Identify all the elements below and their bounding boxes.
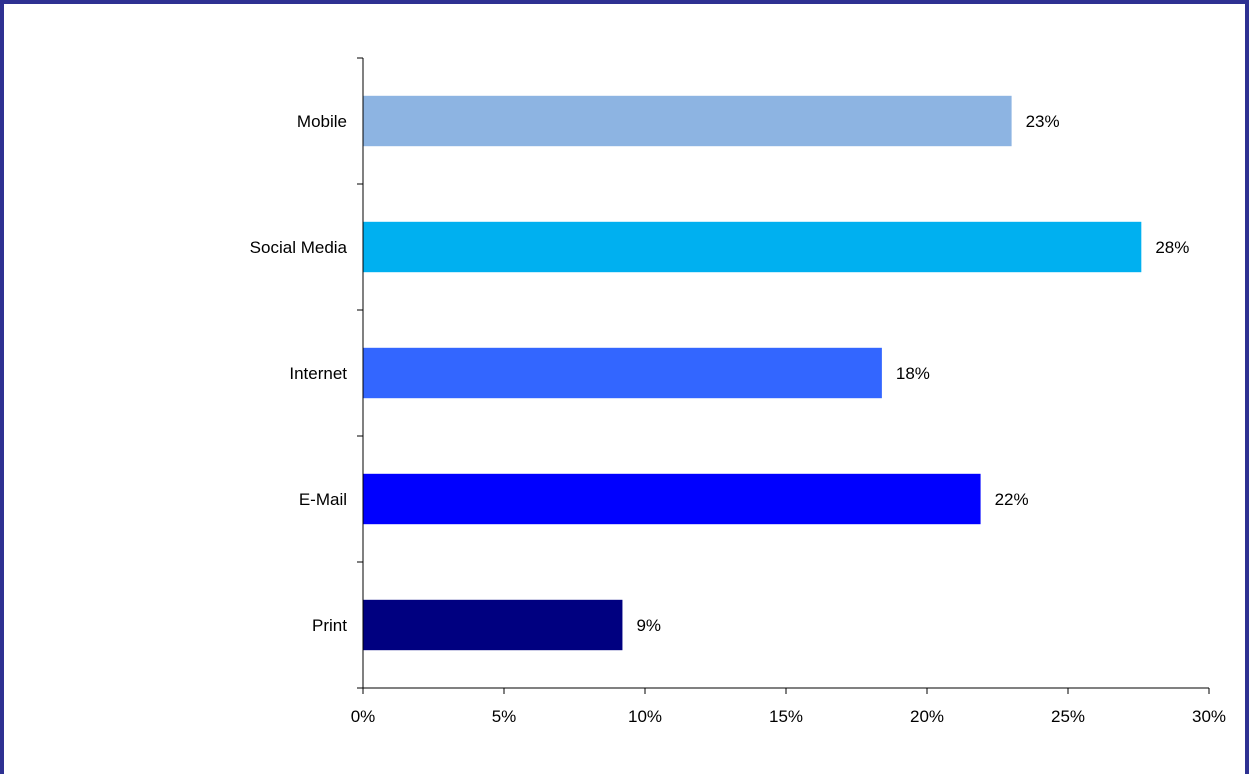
data-label-print: 9%	[636, 616, 661, 635]
category-label-e-mail: E-Mail	[299, 490, 347, 509]
x-tick-label: 15%	[769, 707, 803, 726]
data-label-internet: 18%	[896, 364, 930, 383]
bar-internet	[363, 348, 882, 398]
bar-social-media	[363, 222, 1141, 272]
data-label-social-media: 28%	[1155, 238, 1189, 257]
category-label-internet: Internet	[289, 364, 347, 383]
category-label-mobile: Mobile	[297, 112, 347, 131]
bars-layer	[363, 96, 1141, 650]
x-tick-label: 25%	[1051, 707, 1085, 726]
bar-chart: Print 9% E-Mail 22% Internet 18% Social Media 2…	[4, 4, 1245, 774]
category-label-social-media: Social Media	[250, 238, 348, 257]
bar-e-mail	[363, 474, 981, 524]
x-tick-label: 0%	[351, 707, 376, 726]
category-label-print: Print	[312, 616, 347, 635]
x-tick-label: 10%	[628, 707, 662, 726]
data-label-mobile: 23%	[1026, 112, 1060, 131]
x-tick-label: 30%	[1192, 707, 1226, 726]
bar-mobile	[363, 96, 1012, 146]
data-label-e-mail: 22%	[995, 490, 1029, 509]
x-tick-label: 5%	[492, 707, 517, 726]
bar-print	[363, 600, 622, 650]
x-tick-label: 20%	[910, 707, 944, 726]
